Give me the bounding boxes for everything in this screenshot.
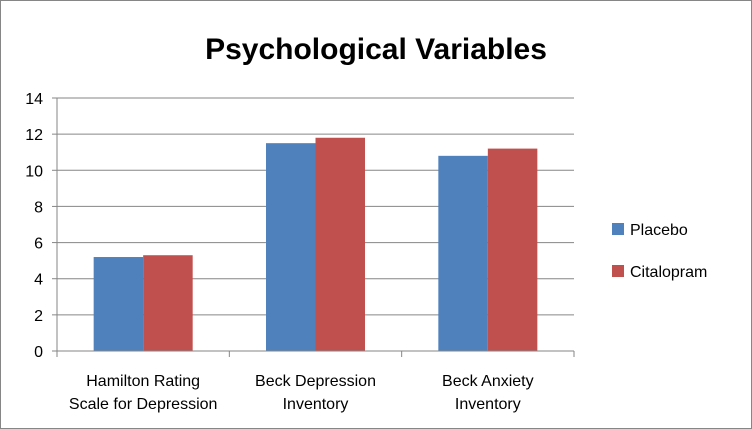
x-category-label: Beck Anxiety xyxy=(442,373,534,390)
y-tick-label: 6 xyxy=(34,236,43,253)
x-category-label: Inventory xyxy=(455,396,521,413)
legend-label-placebo: Placebo xyxy=(630,222,688,239)
bar-placebo xyxy=(93,257,144,351)
y-tick-label: 12 xyxy=(25,127,43,144)
y-tick-label: 10 xyxy=(25,163,43,180)
legend-swatch-placebo xyxy=(612,223,624,235)
y-tick-label: 14 xyxy=(25,91,43,108)
x-category-label: Scale for Depression xyxy=(69,396,218,413)
legend-label-citalopram: Citalopram xyxy=(630,264,707,281)
y-tick-label: 4 xyxy=(34,272,43,289)
y-tick-label: 0 xyxy=(34,344,43,361)
bar-citalopram xyxy=(315,137,365,351)
bar-placebo xyxy=(438,155,488,351)
bar-citalopram xyxy=(487,148,538,351)
y-tick-label: 8 xyxy=(34,199,43,216)
axes: 0 2 4 6 8 10 12 14 Hamilton Rating Scale for Depr… xyxy=(25,91,575,413)
y-tick-label: 2 xyxy=(34,308,43,325)
bars xyxy=(93,137,538,351)
x-category-label: Hamilton Rating xyxy=(86,373,200,390)
legend-swatch-citalopram xyxy=(612,265,624,277)
chart-title: Psychological Variables xyxy=(205,33,547,66)
x-category-label: Inventory xyxy=(283,396,349,413)
bar-citalopram xyxy=(143,255,193,351)
legend: Placebo Citalopram xyxy=(612,222,707,281)
x-category-label: Beck Depression xyxy=(255,373,376,390)
bar-placebo xyxy=(266,143,316,351)
